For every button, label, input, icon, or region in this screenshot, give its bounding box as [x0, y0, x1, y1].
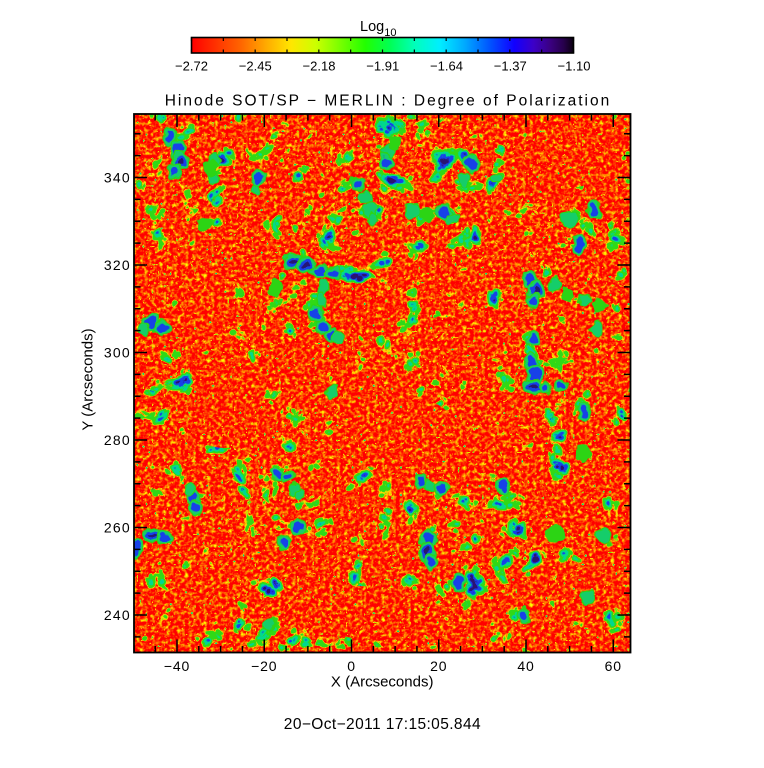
svg-text:0: 0 — [347, 658, 356, 674]
svg-text:−2.18: −2.18 — [303, 59, 336, 74]
svg-text:−20: −20 — [251, 658, 277, 674]
svg-text:−40: −40 — [164, 658, 190, 674]
svg-text:Y (Arcseconds): Y (Arcseconds) — [80, 328, 97, 430]
svg-text:−1.64: −1.64 — [430, 59, 463, 74]
svg-text:−1.37: −1.37 — [494, 59, 527, 74]
svg-text:−1.91: −1.91 — [366, 59, 399, 74]
svg-text:40: 40 — [517, 658, 534, 674]
svg-text:−2.45: −2.45 — [239, 59, 272, 74]
svg-text:Log10: Log10 — [360, 19, 396, 39]
svg-text:340: 340 — [104, 170, 131, 186]
svg-text:20: 20 — [430, 658, 447, 674]
svg-text:−1.10: −1.10 — [558, 59, 591, 74]
svg-text:−2.72: −2.72 — [175, 59, 208, 74]
svg-text:Hinode SOT/SP − MERLIN : Degre: Hinode SOT/SP − MERLIN : Degree of Polar… — [165, 93, 612, 110]
svg-text:300: 300 — [104, 345, 131, 361]
svg-text:260: 260 — [104, 520, 131, 536]
svg-text:320: 320 — [104, 257, 131, 273]
svg-text:20−Oct−2011 17:15:05.844: 20−Oct−2011 17:15:05.844 — [284, 716, 481, 733]
svg-text:60: 60 — [605, 658, 622, 674]
svg-text:280: 280 — [104, 432, 131, 448]
svg-text:240: 240 — [104, 607, 131, 623]
svg-text:X (Arcseconds): X (Arcseconds) — [331, 674, 434, 691]
